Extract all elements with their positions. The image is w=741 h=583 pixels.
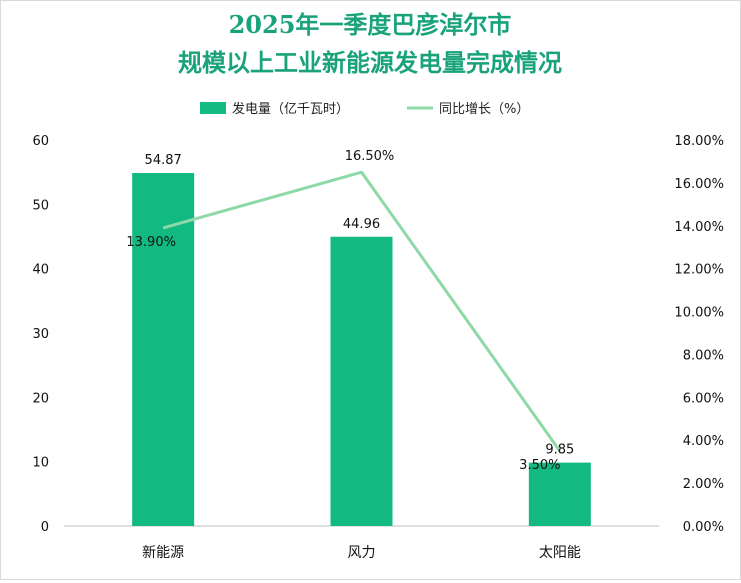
line-data-label: 3.50% [519,458,560,473]
bar [528,462,591,526]
bar-data-label: 54.87 [145,153,182,168]
x-category-label: 新能源 [142,545,184,561]
legend-bar-label: 发电量（亿千瓦时） [232,101,349,117]
y-right-tick-label: 4.00% [683,434,724,449]
y-right-tick-label: 16.00% [674,177,724,192]
line-series [162,170,562,452]
y-right-tick-label: 12.00% [674,263,724,278]
bar [132,173,195,527]
y-left-tick-label: 20 [32,391,49,406]
bar-data-label: 9.85 [545,443,574,458]
y-left-tick-label: 50 [32,198,49,213]
bar-data-label: 44.96 [343,217,380,232]
bar-series [132,173,591,527]
y-right-tick-label: 8.00% [683,348,724,363]
legend-bar-swatch [200,102,226,114]
bar [330,236,393,527]
y-left-tick-label: 60 [32,134,49,149]
y-right-tick-label: 10.00% [674,306,724,321]
line-path [162,170,562,452]
bar-data-labels: 54.87 44.96 9.85 [145,153,575,458]
y-axis-right: 0.00% 2.00% 4.00% 6.00% 8.00% 10.00% 12.00% 14.… [674,134,724,535]
line-data-label: 13.90% [126,235,176,250]
y-right-tick-label: 18.00% [674,134,724,149]
line-data-label: 16.50% [345,149,395,164]
x-category-label: 太阳能 [539,545,581,561]
y-right-tick-label: 0.00% [683,520,724,535]
y-right-tick-label: 14.00% [674,220,724,235]
chart-title-line-2: 规模以上工业新能源发电量完成情况 [178,48,562,77]
chart-title-line-1: 2025年一季度巴彦淖尔市 [229,10,512,39]
y-right-tick-label: 2.00% [683,477,724,492]
y-left-tick-label: 0 [41,520,49,535]
x-axis-category-labels: 新能源 风力 太阳能 [142,545,581,561]
x-category-label: 风力 [348,545,376,561]
y-left-tick-label: 10 [32,456,49,471]
y-axis-left: 0 10 20 30 40 50 60 [32,134,49,535]
y-left-tick-label: 40 [32,263,49,278]
legend-line-label: 同比增长（%） [439,102,529,117]
line-data-labels: 13.90% 16.50% 3.50% [126,149,560,473]
y-right-tick-label: 6.00% [683,391,724,406]
y-left-tick-label: 30 [32,327,49,342]
legend: 发电量（亿千瓦时） 同比增长（%） [200,101,529,117]
